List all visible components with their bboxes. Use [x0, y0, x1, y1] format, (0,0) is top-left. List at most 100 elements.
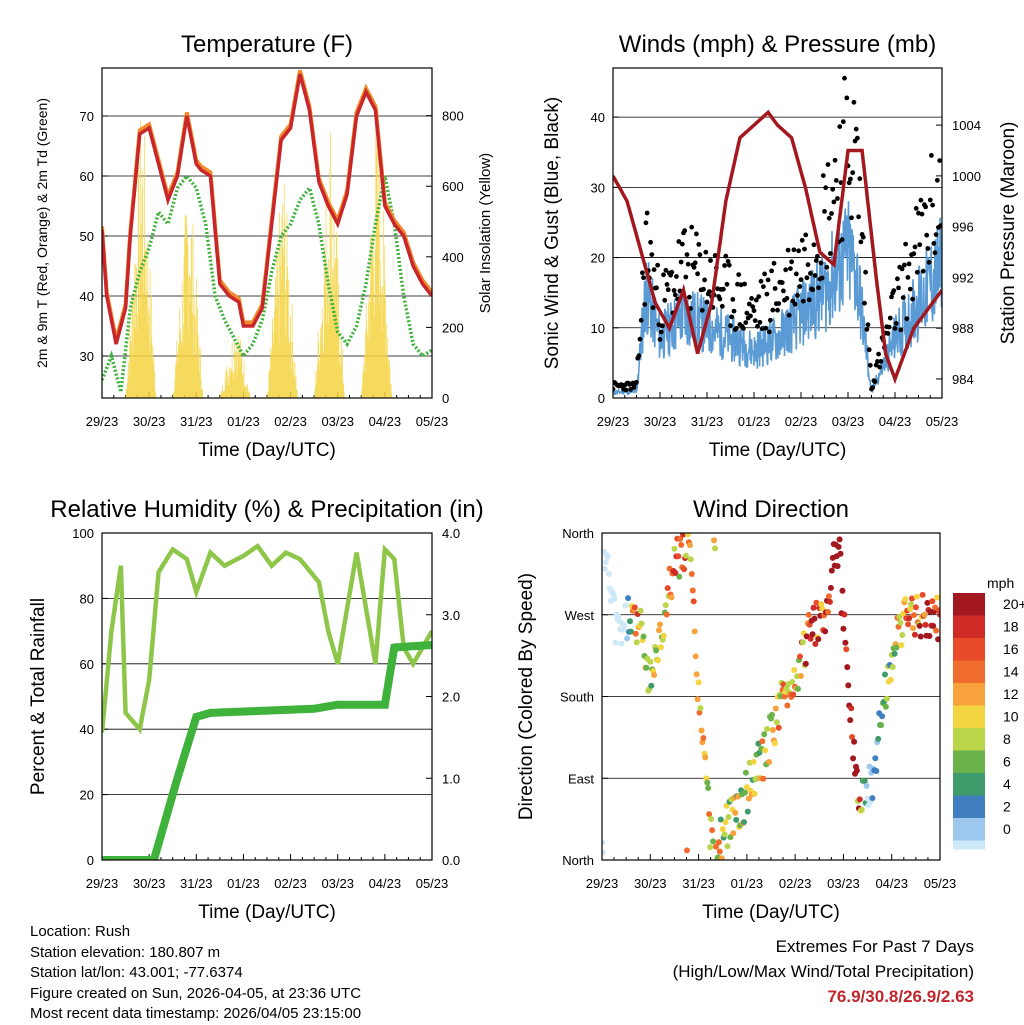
direction-point — [909, 595, 915, 602]
direction-point — [697, 705, 704, 712]
y-tick-label: 40 — [591, 110, 605, 125]
direction-point — [893, 644, 900, 651]
legend-label: 2 — [1003, 799, 1011, 815]
gust-point — [904, 316, 910, 322]
gust-point — [751, 308, 757, 314]
direction-point — [718, 855, 725, 860]
gust-point — [905, 275, 911, 280]
gust-point — [648, 239, 653, 245]
legend-label: 0 — [1003, 821, 1011, 837]
gust-point — [893, 321, 899, 326]
gust-point — [683, 274, 689, 280]
direction-point — [611, 595, 618, 602]
gust-point — [795, 293, 800, 298]
direction-point — [887, 676, 894, 683]
gust-point — [825, 162, 831, 167]
gust-point — [788, 266, 793, 271]
gust-point — [826, 215, 832, 221]
direction-point — [769, 711, 775, 718]
y-tick-label: 30 — [591, 180, 605, 195]
direction-point — [602, 565, 608, 572]
x-tick-label: 04/23 — [875, 876, 908, 891]
y-tick-label: 60 — [80, 169, 94, 184]
gust-point — [858, 239, 864, 245]
direction-point — [826, 598, 833, 605]
series-group — [602, 533, 940, 860]
y2-tick-label: 800 — [442, 109, 464, 124]
gust-point — [623, 387, 629, 393]
direction-point — [773, 719, 780, 726]
direction-point — [623, 602, 630, 609]
direction-point — [841, 611, 848, 618]
direction-point — [775, 724, 782, 731]
gust-point — [664, 282, 670, 287]
gust-point — [818, 260, 824, 266]
gust-point — [924, 232, 930, 238]
direction-point — [693, 671, 700, 678]
gust-point — [823, 185, 829, 191]
gust-point — [759, 326, 765, 332]
gust-point — [657, 337, 663, 342]
gust-point — [746, 301, 752, 307]
y-axis-label: 2m & 9m T (Red, Orange) & 2m Td (Green) — [34, 98, 50, 368]
x-tick-label: 01/23 — [227, 414, 260, 429]
direction-point — [873, 768, 880, 774]
plot-frame — [601, 532, 941, 861]
direction-point — [882, 703, 889, 710]
station-location: Location: Rush — [30, 923, 131, 940]
gust-point — [766, 329, 772, 335]
gust-point — [910, 296, 915, 302]
gust-point — [929, 153, 934, 158]
direction-point — [690, 598, 697, 605]
x-tick-label: 01/23 — [227, 876, 260, 891]
direction-point — [660, 632, 667, 639]
direction-point — [929, 598, 936, 605]
x-tick-label: 02/23 — [274, 414, 307, 429]
direction-point — [742, 769, 749, 776]
direction-point — [676, 573, 683, 580]
direction-point — [678, 541, 685, 548]
gust-point — [804, 275, 810, 281]
y-tick-label: West — [565, 608, 595, 623]
direction-point — [615, 613, 622, 620]
x-tick-label: 02/23 — [785, 414, 818, 429]
direction-point — [851, 738, 858, 745]
gust-point — [799, 237, 805, 243]
direction-point — [695, 679, 702, 686]
direction-point — [663, 611, 670, 618]
gust-point — [938, 223, 942, 228]
x-tick-label: 02/23 — [274, 876, 307, 891]
plot-frame — [101, 67, 433, 399]
direction-point — [911, 631, 918, 638]
direction-point — [856, 796, 863, 803]
direction-point — [844, 664, 851, 671]
direction-point — [677, 535, 684, 542]
direction-point — [813, 599, 820, 606]
gust-point — [770, 307, 776, 313]
x-tick-label: 30/23 — [133, 414, 166, 429]
y2-tick-label: 0.0 — [442, 853, 460, 868]
gust-point — [776, 301, 782, 306]
direction-point — [795, 685, 801, 692]
gust-point — [867, 362, 873, 368]
series-sonic-wind — [613, 201, 942, 396]
direction-point — [637, 607, 644, 614]
gust-point — [726, 262, 732, 268]
gust-point — [701, 286, 706, 292]
direction-point — [604, 553, 611, 560]
figure-created: Figure created on Sun, 2026-04-05, at 23… — [30, 984, 362, 1002]
direction-point — [602, 559, 609, 566]
direction-point — [784, 702, 791, 709]
gust-point — [724, 281, 730, 287]
x-tick-label: 29/23 — [597, 414, 630, 429]
direction-point — [897, 619, 904, 626]
direction-point — [662, 602, 669, 609]
x-tick-label: 30/23 — [634, 876, 667, 891]
gust-point — [775, 307, 780, 313]
gust-point — [840, 119, 846, 125]
x-tick-label: 05/23 — [926, 414, 959, 429]
gust-point — [789, 259, 794, 265]
y-tick-label: 30 — [80, 349, 94, 364]
direction-point — [719, 826, 726, 833]
gust-point — [672, 292, 678, 298]
